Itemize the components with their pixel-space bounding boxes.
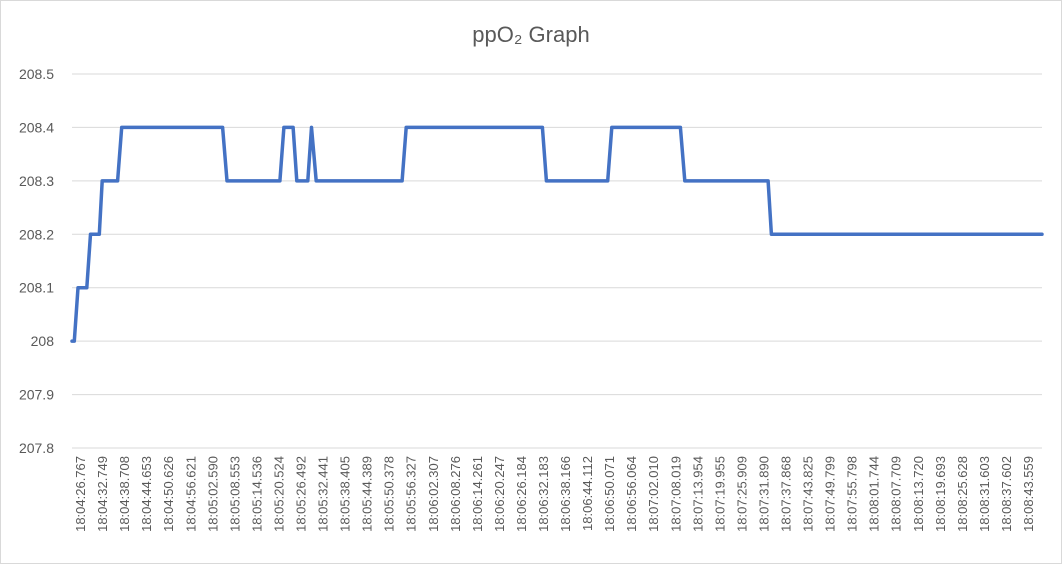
x-tick-label: 18:05:02.590 (205, 456, 220, 532)
x-tick-label: 18:08:31.603 (977, 456, 992, 532)
x-tick-label: 18:06:44.112 (580, 456, 595, 531)
x-tick-label: 18:06:38.166 (558, 456, 573, 532)
x-tick-label: 18:07:55.798 (845, 456, 860, 532)
y-tick-label: 207.8 (19, 440, 54, 456)
x-tick-label: 18:04:50.626 (161, 456, 176, 532)
chart-title: ppO₂ Graph (472, 22, 589, 47)
y-tick-label: 208.4 (19, 119, 54, 135)
x-tick-label: 18:07:25.909 (734, 456, 749, 532)
x-tick-label: 18:07:08.019 (668, 456, 683, 532)
x-tick-label: 18:06:20.247 (492, 456, 507, 532)
x-tick-label: 18:07:49.799 (823, 456, 838, 532)
x-tick-label: 18:05:14.536 (249, 456, 264, 532)
x-tick-label: 18:08:19.693 (933, 456, 948, 532)
series-layer (70, 125, 1044, 343)
x-tick-label: 18:08:43.559 (1021, 456, 1036, 532)
x-tick-label: 18:04:32.749 (95, 456, 110, 532)
x-tick-label: 18:07:37.868 (778, 456, 793, 532)
x-tick-label: 18:04:56.621 (183, 456, 198, 532)
x-tick-label: 18:08:37.602 (999, 456, 1014, 532)
y-axis-ticks: 208.5 208.4 208.3 208.2 208.1 208 207.9 207.8 (19, 66, 54, 456)
x-tick-label: 18:06:50.071 (602, 456, 617, 532)
x-tick-label: 18:06:56.064 (624, 456, 639, 532)
x-tick-label: 18:08:01.744 (867, 456, 882, 532)
y-tick-label: 207.9 (19, 387, 54, 403)
y-tick-label: 208.3 (19, 173, 54, 189)
x-tick-label: 18:05:50.378 (382, 456, 397, 532)
x-tick-label: 18:08:07.709 (889, 456, 904, 532)
x-tick-label: 18:05:56.327 (404, 456, 419, 532)
y-tick-label: 208 (31, 333, 55, 349)
x-tick-label: 18:08:13.720 (911, 456, 926, 532)
x-tick-label: 18:06:26.184 (514, 456, 529, 532)
x-tick-label: 18:08:25.628 (955, 456, 970, 532)
y-tick-label: 208.1 (19, 280, 54, 296)
x-tick-label: 18:05:32.441 (316, 456, 331, 532)
x-tick-label: 18:05:26.492 (293, 456, 308, 532)
x-tick-label: 18:07:13.954 (690, 456, 705, 532)
x-tick-label: 18:06:32.183 (536, 456, 551, 532)
x-axis-ticks: 18:04:26.767 18:04:32.749 18:04:38.708 18:0… (73, 456, 1036, 532)
series-line (70, 125, 1044, 343)
gridlines (72, 73, 1042, 449)
x-tick-label: 18:07:31.890 (756, 456, 771, 532)
x-tick-label: 18:06:08.276 (448, 456, 463, 532)
y-tick-label: 208.2 (19, 226, 54, 242)
x-tick-label: 18:04:44.653 (139, 456, 154, 532)
x-tick-label: 18:05:38.405 (338, 456, 353, 532)
x-tick-label: 18:07:02.010 (646, 456, 661, 532)
x-tick-label: 18:04:38.708 (117, 456, 132, 532)
x-tick-label: 18:06:14.261 (470, 456, 485, 532)
x-tick-label: 18:05:20.524 (271, 456, 286, 532)
x-tick-label: 18:04:26.767 (73, 456, 88, 532)
x-tick-label: 18:07:19.955 (712, 456, 727, 532)
x-tick-label: 18:05:08.553 (227, 456, 242, 532)
y-tick-label: 208.5 (19, 66, 54, 82)
x-tick-label: 18:06:02.307 (426, 456, 441, 532)
x-tick-label: 18:07:43.825 (801, 456, 816, 532)
x-tick-label: 18:05:44.389 (360, 456, 375, 532)
